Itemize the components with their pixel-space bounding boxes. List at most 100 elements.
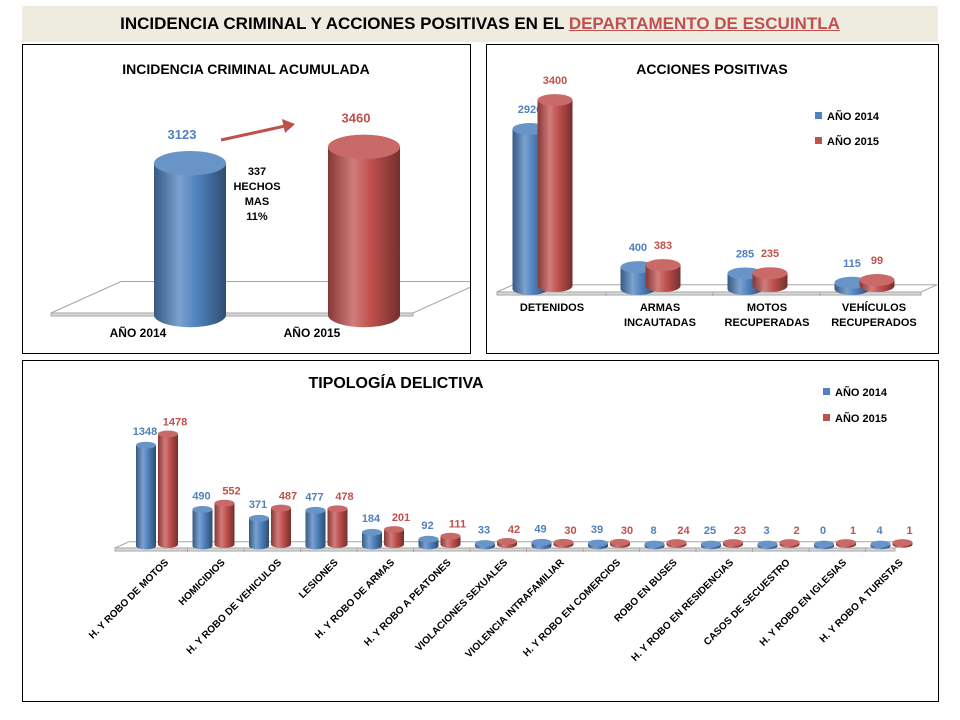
positive-actions-panel: ACCIONES POSITIVAS 2926 400 285 115 3400 383 23… [486,44,939,354]
bar-2014-top [757,540,778,548]
cumulative-incidence-panel: INCIDENCIA CRIMINAL ACUMULADA 3123 AÑO 201… [22,44,471,354]
data-label: 25 [704,525,716,537]
category-label: H. Y ROBO DE VEHICULOS [185,557,285,657]
data-label: 2 [793,525,799,537]
page-title-prefix: INCIDENCIA CRIMINAL Y ACCIONES POSITIVAS… [120,14,569,33]
cumulative-incidence-chart: INCIDENCIA CRIMINAL ACUMULADA 3123 AÑO 201… [50,61,470,340]
bar-2014-top [154,150,226,176]
data-label: 3 [763,525,769,537]
data-label: 92 [421,520,433,532]
category-label: VIOLACIONES SEXUALES [414,557,511,654]
category-label: H. Y ROBO EN RESIDENCIAS [630,557,737,664]
data-label: 115 [843,258,861,270]
data-label: 285 [736,248,754,260]
department-name: DEPARTAMENTO DE ESCUINTLA [568,14,840,33]
category-label: VIOLENCIA INTRAFAMILIAR [464,557,568,661]
category-label: RECUPERADOS [831,317,917,329]
category-label: ROBO EN BUSES [613,557,680,624]
data-label: 49 [534,523,546,535]
bar-2014-top [870,540,891,548]
bar-2014-top [588,539,608,547]
data-label: 1478 [163,416,187,428]
bar-2014 [192,509,213,550]
data-label: 383 [654,240,672,252]
bar-2014-top [192,505,213,513]
legend-swatch [815,137,822,144]
data-label: 478 [335,491,353,503]
bar-2014-top [136,441,156,449]
bar-2015 [645,265,681,292]
data-label: 23 [734,525,746,537]
bar-2014-top [249,514,269,522]
data-label: 2926 [518,104,542,116]
bar-2015-top [836,539,856,546]
bar-2015 [214,503,235,548]
data-label: 111 [449,519,466,531]
bar-2015-top [327,505,348,513]
bar-2014-top [305,506,326,514]
bar-2015 [327,508,348,548]
page-title: INCIDENCIA CRIMINAL Y ACCIONES POSITIVAS… [22,6,938,42]
category-label: AÑO 2015 [284,325,341,340]
chart-title: ACCIONES POSITIVAS [636,61,787,77]
bar-2015-top [214,499,235,507]
bar-2015 [328,146,400,328]
data-label: 39 [591,524,603,536]
data-label: 184 [362,513,381,525]
bar-2014 [249,518,269,550]
bar-2014 [362,532,382,550]
bar-2014-top [418,535,439,543]
annotation-text: 337 [248,166,266,178]
bar-2014-top [814,540,834,548]
bar-2014 [305,510,326,550]
category-label: HOMICIDIOS [177,557,228,608]
legend-label: AÑO 2014 [827,110,880,123]
crime-typology-chart: TIPOLOGÍA DELICTIVA H. Y ROBO DE MOTOS HOM… [87,373,913,664]
category-label: H. Y ROBO DE MOTOS [87,557,171,641]
increase-arrow [220,124,286,142]
bar-2015-top [666,539,687,546]
data-label: 400 [629,242,647,254]
legend-label: AÑO 2015 [827,135,879,148]
legend-label: AÑO 2015 [835,412,887,425]
category-label: LESIONES [297,557,341,601]
bar-2015-top [752,267,788,280]
data-label: 4 [876,525,883,537]
data-label: 235 [761,248,779,260]
category-label: INCAUTADAS [624,317,696,329]
bar-2015-top [271,504,291,512]
bar-2015-top [328,134,400,160]
bar-2015-top [158,430,178,438]
bar-2015 [384,529,404,548]
chart-floor-edge [50,312,414,317]
data-label: 371 [249,499,267,511]
bar-2015 [158,433,178,548]
data-label: 42 [508,524,520,536]
chart-title: TIPOLOGÍA DELICTIVA [308,373,484,392]
category-label: H. Y ROBO EN COMERCIOS [521,557,623,659]
category-label: VEHÍCULOS [842,301,906,314]
annotation-text: MAS [245,196,269,208]
data-label: 3123 [168,127,197,142]
chart-title: INCIDENCIA CRIMINAL ACUMULADA [122,61,370,77]
data-label: 552 [222,486,240,498]
data-label: 1 [906,525,912,537]
bar-2014-top [362,528,382,536]
bar-2014-top [644,540,665,548]
bar-2014 [136,445,156,550]
data-label: 1348 [133,426,157,438]
legend-swatch [815,112,822,119]
bar-2015-top [892,539,913,546]
bar-2015-top [440,532,461,540]
data-label: 33 [478,525,490,537]
bar-2015-top [779,539,800,546]
bar-2015 [271,508,291,548]
bar-2015-top [553,538,574,546]
positive-actions-chart: ACCIONES POSITIVAS 2926 400 285 115 3400 383 23… [496,61,938,329]
category-label: ARMAS [640,302,680,314]
crime-typology-panel: TIPOLOGÍA DELICTIVA H. Y ROBO DE MOTOS HOM… [22,360,939,702]
chart-floor [50,281,470,314]
bar-2014-top [475,540,495,547]
legend-swatch [823,414,830,421]
bar-2015-top [610,538,630,546]
